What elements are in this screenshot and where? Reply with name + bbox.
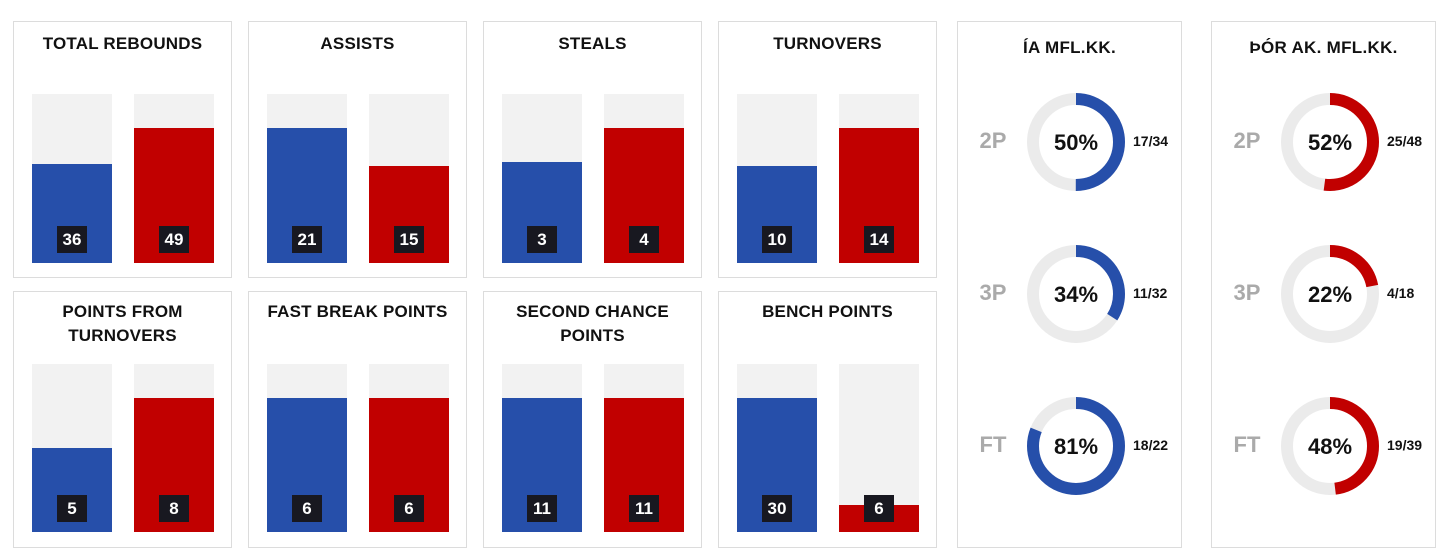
panel-title: TURNOVERS xyxy=(773,34,882,53)
shot-type-label: 3P xyxy=(979,280,1007,305)
bar-value-label: 14 xyxy=(864,226,894,253)
shot-type-label: 2P xyxy=(1233,128,1261,153)
bar-home: 5 xyxy=(32,364,112,532)
shot-percentage: 52% xyxy=(1308,130,1352,155)
bar-home: 3 xyxy=(502,94,582,263)
shot-type-label: FT xyxy=(979,432,1007,457)
donut-arc xyxy=(1027,245,1125,343)
shot-percentage: 50% xyxy=(1054,130,1098,155)
bar-home: 6 xyxy=(267,364,347,532)
team-name: ÍA MFL.KK. xyxy=(1022,38,1117,57)
shot-percentage: 22% xyxy=(1308,282,1352,307)
bar-away: 15 xyxy=(369,94,449,263)
panel-away-shooting: ÞÓR AK. MFL.KK. 2P 52% 25/48 3P 22% 4/18 FT 4… xyxy=(1211,21,1436,548)
bar-away: 6 xyxy=(369,364,449,532)
bar-value-label: 4 xyxy=(629,226,659,253)
panel-title: BENCH POINTS xyxy=(762,302,893,321)
bar-away: 11 xyxy=(604,364,684,532)
bar-value-label: 6 xyxy=(292,495,322,522)
bar-home: 30 xyxy=(737,364,817,532)
panel-second-chance-points: SECOND CHANCE POINTS 11 11 xyxy=(483,291,702,548)
made-attempts: 4/18 xyxy=(1387,285,1415,301)
panel-total-rebounds: TOTAL REBOUNDS 36 49 xyxy=(13,21,232,278)
bar-value-label: 6 xyxy=(864,495,894,522)
bar-value-label: 15 xyxy=(394,226,424,253)
bar-away: 49 xyxy=(134,94,214,263)
shot-percentage: 48% xyxy=(1308,434,1352,459)
bar-value-label: 10 xyxy=(762,226,792,253)
shot-percentage: 81% xyxy=(1054,434,1098,459)
shot-type-label: 3P xyxy=(1233,280,1261,305)
panel-points-from-turnovers: POINTS FROM TURNOVERS 5 8 xyxy=(13,291,232,548)
shot-donut: 81% xyxy=(1027,397,1125,495)
panel-home-shooting: ÍA MFL.KK. 2P 50% 17/34 3P 34% 11/32 FT 81% 18… xyxy=(957,21,1182,548)
bar-value-label: 36 xyxy=(57,226,87,253)
bar-value-label: 11 xyxy=(527,495,557,522)
donut-arc xyxy=(1281,245,1379,343)
bar-value-label: 5 xyxy=(57,495,87,522)
panel-steals: STEALS 3 4 xyxy=(483,21,702,278)
bar-value-label: 8 xyxy=(159,495,189,522)
bar-home: 10 xyxy=(737,94,817,263)
made-attempts: 19/39 xyxy=(1387,437,1423,453)
bar-value-label: 49 xyxy=(159,226,189,253)
bar-value-label: 11 xyxy=(629,495,659,522)
donut-arc xyxy=(1281,397,1379,495)
shot-percentage: 34% xyxy=(1054,282,1098,307)
shot-donut: 52% xyxy=(1281,93,1379,191)
panel-fast-break-points: FAST BREAK POINTS 6 6 xyxy=(248,291,467,548)
team-name: ÞÓR AK. MFL.KK. xyxy=(1249,38,1398,57)
panel-title: ASSISTS xyxy=(320,34,395,53)
panel-title: FAST BREAK POINTS xyxy=(267,302,448,321)
shot-donut: 50% xyxy=(1027,93,1125,191)
donut-arc xyxy=(1027,397,1125,495)
made-attempts: 11/32 xyxy=(1133,285,1168,301)
bar-value-label: 30 xyxy=(762,495,792,522)
donut-arc xyxy=(1281,93,1379,191)
bar-value-label: 6 xyxy=(394,495,424,522)
made-attempts: 25/48 xyxy=(1387,133,1423,149)
bar-away: 4 xyxy=(604,94,684,263)
bar-value-label: 3 xyxy=(527,226,557,253)
bar-value-label: 21 xyxy=(292,226,322,253)
bar-home: 21 xyxy=(267,94,347,263)
made-attempts: 18/22 xyxy=(1133,437,1169,453)
bar-away: 8 xyxy=(134,364,214,532)
panel-title: TOTAL REBOUNDS xyxy=(42,34,203,53)
bar-away: 14 xyxy=(839,94,919,263)
bar-home: 36 xyxy=(32,94,112,263)
panel-bench-points: BENCH POINTS 30 6 xyxy=(718,291,937,548)
panel-assists: ASSISTS 21 15 xyxy=(248,21,467,278)
panel-title: SECOND CHANCE POINTS xyxy=(516,302,669,345)
made-attempts: 17/34 xyxy=(1133,133,1169,149)
shot-donut: 22% xyxy=(1281,245,1379,343)
shot-donut: 48% xyxy=(1281,397,1379,495)
shot-donut: 34% xyxy=(1027,245,1125,343)
panel-turnovers: TURNOVERS 10 14 xyxy=(718,21,937,278)
shot-type-label: 2P xyxy=(979,128,1007,153)
bar-away: 6 xyxy=(839,364,919,532)
panel-title: POINTS FROM TURNOVERS xyxy=(62,302,183,345)
shot-type-label: FT xyxy=(1233,432,1261,457)
panel-title: STEALS xyxy=(558,34,627,53)
bar-home: 11 xyxy=(502,364,582,532)
donut-arc xyxy=(1027,93,1125,191)
